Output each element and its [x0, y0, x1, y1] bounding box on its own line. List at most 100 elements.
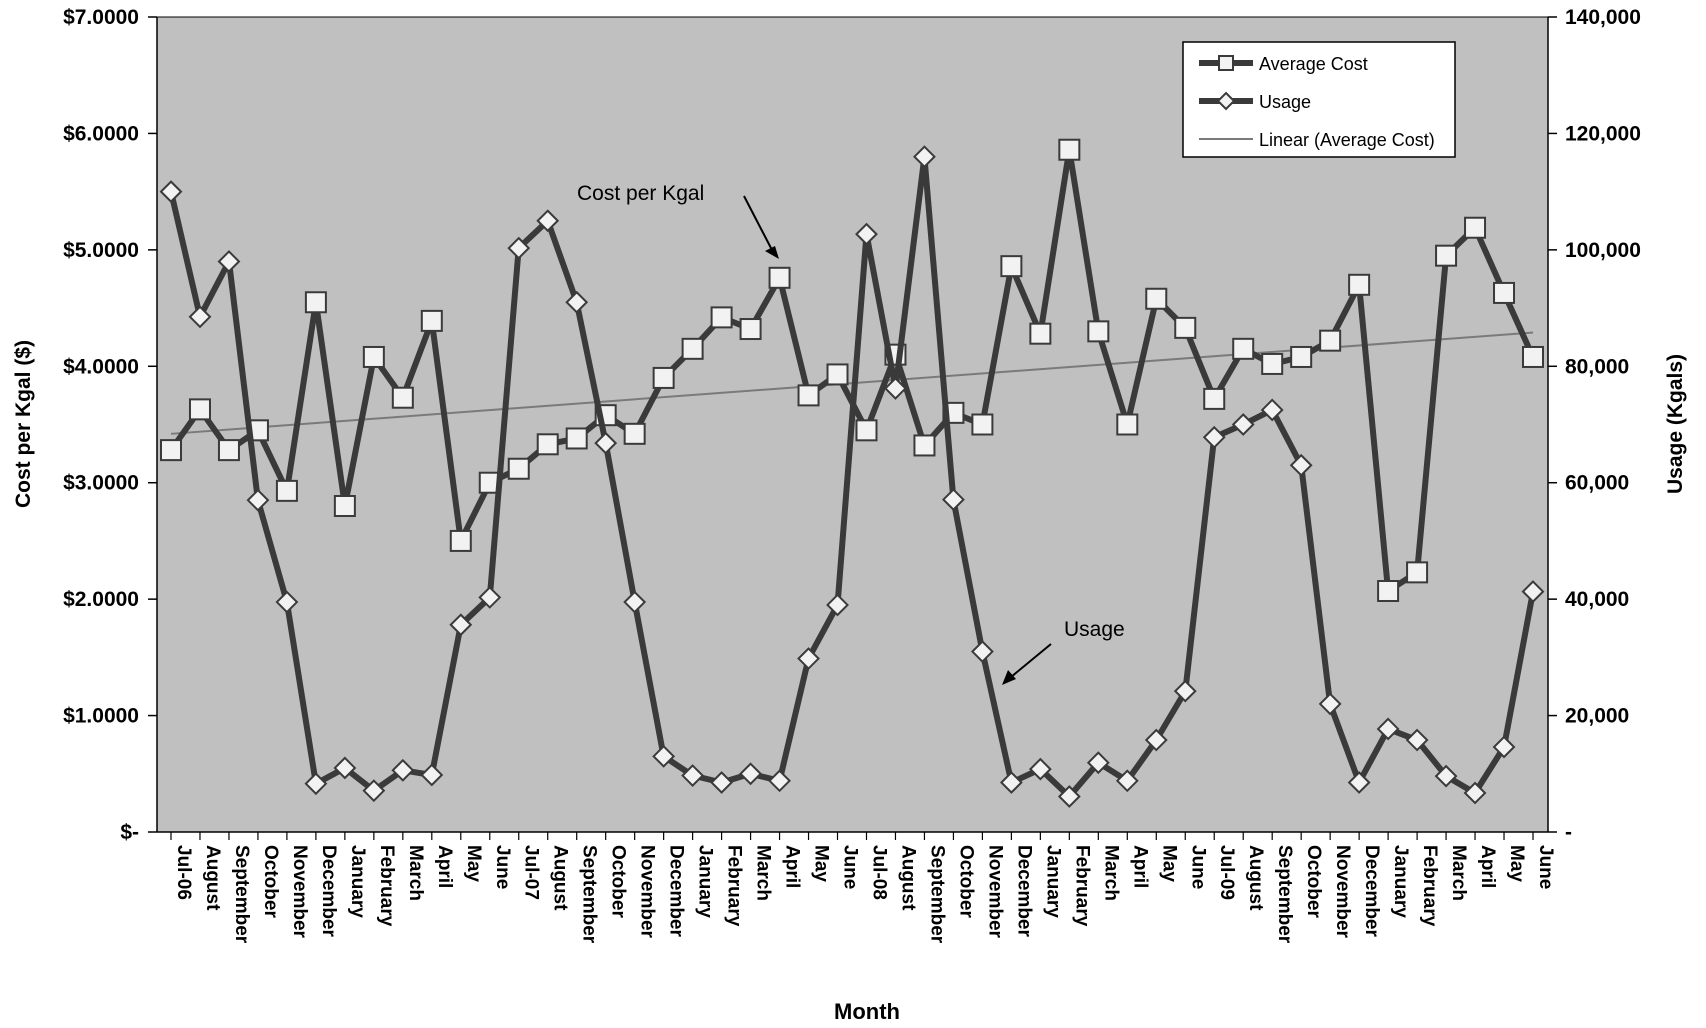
point-usage [304, 772, 328, 796]
point-usage [420, 763, 444, 787]
point-usage [275, 590, 299, 614]
point-average-cost [1058, 138, 1081, 161]
legend-label-average-cost: Average Cost [1259, 54, 1368, 74]
point-average-cost [971, 413, 994, 436]
point-average-cost [449, 529, 472, 552]
point-average-cost [768, 266, 791, 289]
x-tick-label: Jul-07 [521, 845, 542, 900]
x-tick-label: August [202, 845, 223, 911]
point-average-cost [1377, 579, 1400, 602]
y-left-tick-label: $5.0000 [63, 239, 139, 262]
x-tick-label: January [695, 845, 716, 918]
point-usage [913, 145, 936, 169]
point-usage [1086, 751, 1110, 775]
point-average-cost [217, 439, 240, 462]
x-tick-label: February [1419, 845, 1440, 927]
x-tick-label: April [1129, 845, 1150, 888]
point-average-cost [160, 439, 182, 462]
point-usage [1231, 413, 1255, 436]
point-average-cost [681, 337, 704, 360]
x-tick-label: Jul-06 [173, 845, 194, 900]
legend-label-trend: Linear (Average Cost) [1259, 130, 1435, 150]
point-average-cost [1087, 320, 1110, 343]
point-average-cost [855, 419, 878, 442]
x-tick-label: Jul-08 [868, 845, 889, 900]
x-tick-label: November [1332, 845, 1353, 939]
point-average-cost [1232, 337, 1255, 360]
legend-marker-square [1218, 55, 1234, 71]
x-tick-label: December [318, 845, 339, 937]
point-average-cost [1029, 322, 1052, 345]
point-usage [391, 758, 415, 782]
point-usage [333, 756, 357, 780]
x-tick-label: June [1535, 845, 1556, 889]
point-usage [217, 250, 241, 273]
annotation-cost-arrowhead [765, 246, 779, 259]
point-usage [797, 647, 820, 670]
point-average-cost [1174, 316, 1197, 339]
point-average-cost [1116, 413, 1139, 436]
x-tick-label: June [492, 845, 513, 889]
point-usage [999, 771, 1023, 794]
point-average-cost [1145, 287, 1168, 310]
point-average-cost [1290, 345, 1313, 368]
x-tick-label: August [1245, 845, 1266, 911]
point-average-cost [1319, 329, 1342, 352]
x-tick-label: April [1477, 845, 1498, 888]
x-tick-label: August [897, 845, 918, 911]
point-usage [1289, 453, 1313, 477]
point-usage [1434, 764, 1458, 788]
point-usage [1144, 728, 1168, 752]
point-average-cost [826, 363, 849, 386]
point-average-cost [1435, 244, 1458, 267]
point-usage [884, 376, 907, 400]
point-usage [449, 613, 473, 637]
y-right-tick-label: 100,000 [1565, 239, 1641, 262]
x-tick-label: November [984, 845, 1005, 939]
x-tick-label: Jul-09 [1216, 845, 1237, 900]
point-usage [594, 431, 618, 455]
y-left-tick-label: $2.0000 [63, 588, 139, 611]
point-usage [536, 209, 560, 233]
point-average-cost [623, 422, 646, 445]
x-tick-label: January [1042, 845, 1063, 918]
x-tick-label: September [1274, 845, 1295, 944]
x-tick-label: February [1071, 845, 1092, 927]
point-usage [246, 488, 270, 512]
x-tick-label: September [579, 845, 600, 944]
y-right-tick-label: 80,000 [1565, 355, 1629, 378]
point-usage [623, 590, 647, 614]
x-tick-label: April [434, 845, 455, 888]
point-average-cost [507, 457, 530, 480]
x-tick-label: March [405, 845, 426, 901]
point-usage [1028, 757, 1052, 781]
x-tick-label: May [811, 845, 832, 882]
point-usage [942, 488, 965, 512]
series-layer [159, 138, 1545, 808]
point-usage [1463, 781, 1487, 805]
point-usage [159, 180, 183, 204]
point-usage [565, 290, 589, 314]
x-tick-label: February [376, 845, 397, 927]
x-axis-title: Month [834, 999, 900, 1024]
point-usage [1202, 425, 1226, 449]
point-usage [710, 771, 734, 794]
point-average-cost [536, 433, 559, 456]
point-average-cost [1493, 281, 1516, 304]
y-left-tick-label: $4.0000 [63, 355, 139, 378]
point-average-cost [275, 479, 298, 502]
point-average-cost [710, 306, 733, 329]
x-tick-label: May [463, 845, 484, 882]
x-tick-label: February [724, 845, 745, 927]
point-average-cost [565, 427, 588, 450]
point-average-cost [333, 495, 356, 517]
annotation-usage-arrow [1010, 643, 1052, 678]
y-axis-right-title: Usage (Kgals) [1664, 354, 1687, 494]
x-tick-label: June [1187, 845, 1208, 889]
y-axis-left-title: Cost per Kgal ($) [12, 340, 35, 508]
x-tick-label: August [550, 845, 571, 911]
point-usage [970, 640, 994, 663]
x-tick-label: October [260, 845, 281, 918]
y-right-tick-label: 140,000 [1565, 6, 1641, 29]
